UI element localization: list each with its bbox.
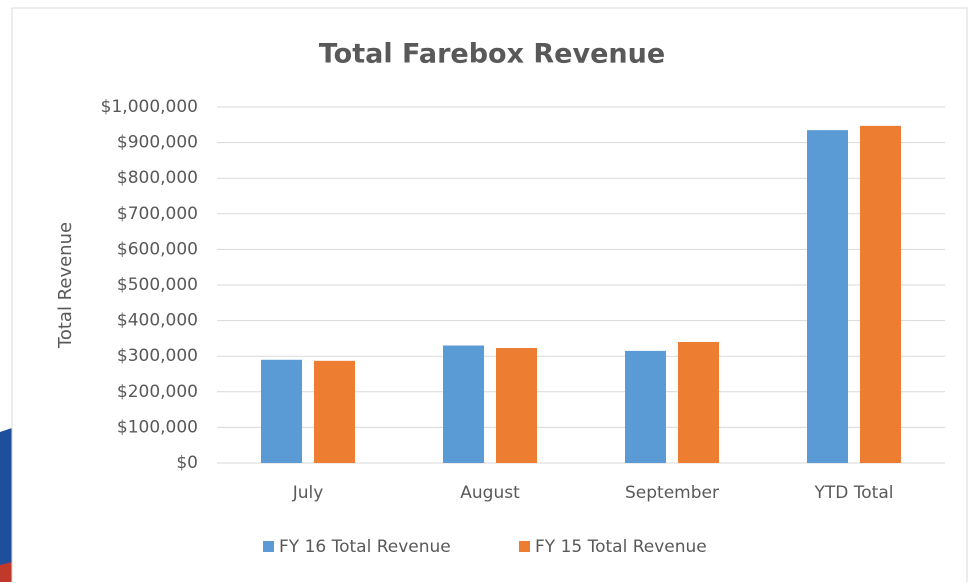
y-tick-label: $0 <box>176 453 198 473</box>
chart-title: Total Farebox Revenue <box>319 39 665 70</box>
y-tick-label: $300,000 <box>117 346 198 366</box>
bar <box>496 348 537 463</box>
bar <box>625 350 666 463</box>
x-tick-label: YTD Total <box>814 483 894 503</box>
y-tick-label: $200,000 <box>117 382 198 402</box>
y-tick-label: $900,000 <box>117 133 198 153</box>
x-tick-label: September <box>625 483 719 503</box>
legend-label: FY 15 Total Revenue <box>535 537 707 557</box>
legend-swatch <box>263 541 274 552</box>
y-tick-label: $1,000,000 <box>101 97 198 117</box>
background-shape <box>0 428 12 582</box>
bar <box>314 360 355 463</box>
bar <box>678 341 719 463</box>
bar <box>443 345 484 463</box>
y-tick-label: $600,000 <box>117 239 198 259</box>
y-tick-label: $500,000 <box>117 275 198 295</box>
y-axis-label: Total Revenue <box>55 222 76 349</box>
legend-label: FY 16 Total Revenue <box>279 537 451 557</box>
legend-swatch <box>519 541 530 552</box>
y-tick-label: $800,000 <box>117 168 198 188</box>
x-tick-label: August <box>460 483 520 503</box>
y-tick-label: $400,000 <box>117 311 198 331</box>
y-tick-label: $700,000 <box>117 204 198 224</box>
bar <box>860 125 901 464</box>
background-shape <box>0 562 12 582</box>
bar <box>261 359 302 463</box>
x-tick-label: July <box>292 483 324 503</box>
y-tick-label: $100,000 <box>117 417 198 437</box>
bar <box>807 130 848 463</box>
